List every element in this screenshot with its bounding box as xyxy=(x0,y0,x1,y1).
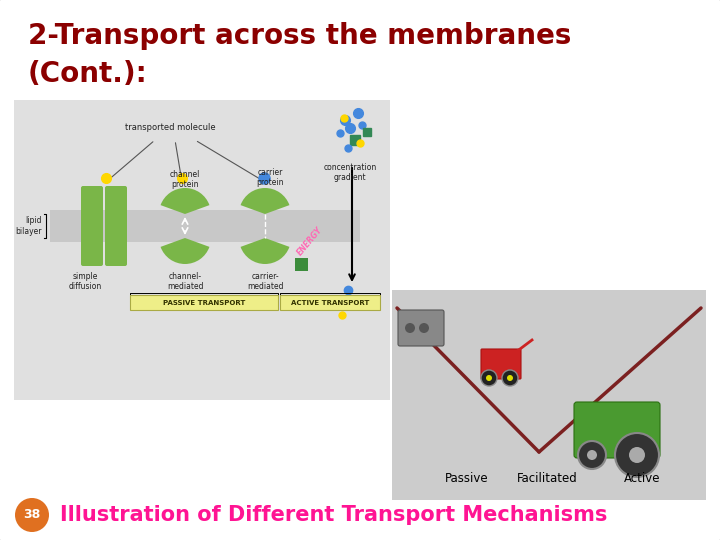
Circle shape xyxy=(481,370,497,386)
Text: channel-
mediated: channel- mediated xyxy=(167,272,203,292)
Bar xyxy=(130,295,278,310)
Circle shape xyxy=(15,498,49,532)
Wedge shape xyxy=(240,188,289,214)
Text: PASSIVE TRANSPORT: PASSIVE TRANSPORT xyxy=(163,300,246,306)
Circle shape xyxy=(629,447,645,463)
Circle shape xyxy=(507,375,513,381)
Bar xyxy=(392,290,706,500)
Text: Passive: Passive xyxy=(445,472,489,485)
FancyBboxPatch shape xyxy=(105,186,127,266)
Circle shape xyxy=(486,375,492,381)
Text: (Cont.):: (Cont.): xyxy=(28,60,148,88)
Circle shape xyxy=(419,323,429,333)
Wedge shape xyxy=(161,238,210,264)
Text: 38: 38 xyxy=(23,509,40,522)
FancyBboxPatch shape xyxy=(481,349,521,379)
Text: carrier
protein: carrier protein xyxy=(256,168,284,187)
Text: concentration
gradient: concentration gradient xyxy=(323,163,377,183)
Text: Facilitated: Facilitated xyxy=(517,472,577,485)
Circle shape xyxy=(405,323,415,333)
Circle shape xyxy=(502,370,518,386)
FancyBboxPatch shape xyxy=(574,402,660,458)
Text: lipid
bilayer: lipid bilayer xyxy=(16,216,42,236)
FancyBboxPatch shape xyxy=(81,186,103,266)
Text: channel
protein: channel protein xyxy=(170,170,200,190)
Text: ENERGY: ENERGY xyxy=(295,225,324,257)
FancyBboxPatch shape xyxy=(398,310,444,346)
Wedge shape xyxy=(240,238,289,264)
Text: 2-Transport across the membranes: 2-Transport across the membranes xyxy=(28,22,572,50)
Bar xyxy=(295,258,308,271)
Text: Illustration of Different Transport Mechanisms: Illustration of Different Transport Mech… xyxy=(60,505,608,525)
Circle shape xyxy=(587,450,597,460)
Text: transported molecule: transported molecule xyxy=(125,123,215,132)
Text: simple
diffusion: simple diffusion xyxy=(68,272,102,292)
Bar xyxy=(280,295,380,310)
Text: carrier-
mediated: carrier- mediated xyxy=(247,272,283,292)
Bar xyxy=(14,100,390,400)
Circle shape xyxy=(578,441,606,469)
Text: ACTIVE TRANSPORT: ACTIVE TRANSPORT xyxy=(291,300,369,306)
Text: Active: Active xyxy=(624,472,660,485)
Wedge shape xyxy=(161,188,210,214)
Bar xyxy=(50,210,360,242)
Circle shape xyxy=(615,433,659,477)
